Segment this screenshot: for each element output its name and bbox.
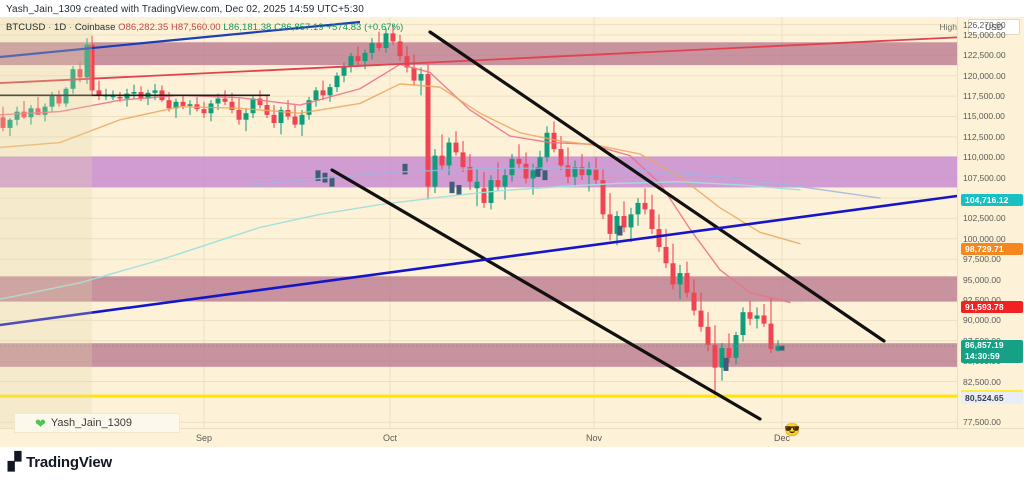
price-tick: 110,000.00 xyxy=(963,152,1005,163)
plot-area[interactable] xyxy=(0,17,957,428)
time-tick: Nov xyxy=(585,433,603,443)
price-tick: 112,500.00 xyxy=(963,131,1005,142)
legend-high-value: 87,560.00 xyxy=(177,22,221,33)
sunglasses-emoji-annotation[interactable]: 😎 xyxy=(784,422,801,437)
session-shade xyxy=(0,17,92,428)
legend-sep-1: · xyxy=(48,22,52,33)
watermark-username: Yash_Jain_1309 xyxy=(50,417,133,429)
legend-open-value: 86,282.35 xyxy=(125,22,169,33)
low-price-value: 80,524.65 xyxy=(965,392,1004,403)
blue-indicator-price[interactable]: 104,716.12 xyxy=(961,194,1023,207)
price-tick: 82,500.00 xyxy=(963,376,1001,387)
red-indicator-price[interactable]: 91,593.78 xyxy=(961,301,1023,314)
legend-change-pct: (+0.67%) xyxy=(364,22,404,33)
price-axis[interactable]: USD 126,270.00 High 125,000.00 122,500.00 12… xyxy=(940,17,1024,428)
credit-line: Yash_Jain_1309 created with TradingView.… xyxy=(6,4,364,15)
price-tick: 77,500.00 xyxy=(963,417,1001,428)
user-watermark-label: ❤ Yash_Jain_1309 xyxy=(14,413,180,433)
price-tick: 100,000.00 xyxy=(963,233,1006,244)
legend-symbol[interactable]: BTCUSD xyxy=(6,22,46,33)
price-tick: 115,000.00 xyxy=(963,111,1005,122)
high-tag: High xyxy=(939,22,957,33)
last-price-time: 14:30:59 xyxy=(965,351,1000,362)
price-tick: 97,500.00 xyxy=(963,254,1001,265)
tradingview-mark-icon: ▞ xyxy=(8,452,21,471)
tradingview-wordmark: TradingView xyxy=(26,453,112,471)
price-tick: 126,270.00 High xyxy=(940,20,1024,33)
legend-close-value: 86,857.19 xyxy=(281,22,324,33)
orange-indicator-price-value: 98,729.71 xyxy=(965,244,1004,255)
price-tick: 92,500.00 xyxy=(963,294,1001,305)
last-price[interactable]: 86,857.19 14:30:59 xyxy=(961,339,1023,363)
price-tick: 107,500.00 xyxy=(963,172,1006,183)
price-tick: 102,500.00 xyxy=(963,213,1006,224)
currency-badge[interactable]: USD xyxy=(968,19,1020,35)
price-tick: 90,000.00 xyxy=(963,315,1001,326)
time-tick: Dec xyxy=(773,433,791,443)
price-tick: 125,000.00 xyxy=(963,29,1006,40)
chart-frame: BTCUSD · 1D · Coinbase O86,282.35 H87,56… xyxy=(0,17,1024,447)
red-indicator-price-value: 91,593.78 xyxy=(965,302,1004,313)
legend-exchange[interactable]: Coinbase xyxy=(74,22,116,33)
candlestick-canvas xyxy=(0,17,957,428)
legend-interval[interactable]: 1D xyxy=(53,22,67,33)
price-tick: 95,000.00 xyxy=(963,274,1001,285)
legend-low-value: 86,181.38 xyxy=(228,22,272,33)
legend-low-label: L xyxy=(223,22,229,33)
legend-high-label: H xyxy=(170,22,178,33)
blue-indicator-price-value: 104,716.12 xyxy=(965,195,1009,206)
low-price[interactable]: 80,524.65 xyxy=(961,391,1023,404)
legend-open-label: O xyxy=(118,22,126,33)
time-tick: Sep xyxy=(195,433,213,443)
legend-sep-2: · xyxy=(68,22,73,33)
price-tick: 120,000.00 xyxy=(963,70,1006,81)
legend-close-label: C xyxy=(274,22,282,33)
chart-legend: BTCUSD · 1D · Coinbase O86,282.35 H87,56… xyxy=(6,22,403,33)
tradingview-logo: ▞ TradingView xyxy=(8,452,112,472)
green-heart-icon: ❤ xyxy=(35,415,46,431)
last-price-value: 86,857.19 xyxy=(965,340,1004,351)
time-tick: Oct xyxy=(382,433,398,443)
price-tick: 117,500.00 xyxy=(963,91,1005,102)
orange-indicator-price[interactable]: 98,729.71 xyxy=(961,243,1023,256)
time-axis[interactable]: Sep Oct Nov Dec xyxy=(0,428,1024,447)
legend-change: +574.83 xyxy=(326,22,362,33)
price-tick: 122,500.00 xyxy=(963,50,1006,61)
